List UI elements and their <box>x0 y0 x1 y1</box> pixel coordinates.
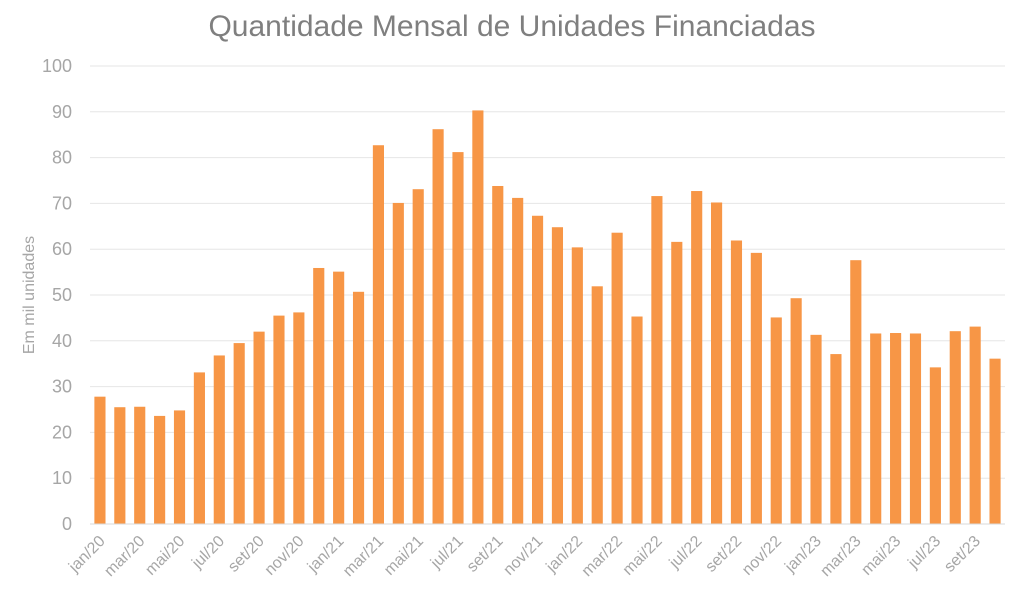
bar <box>472 110 484 525</box>
bar <box>671 241 683 524</box>
y-tick-label: 60 <box>52 239 72 259</box>
x-tick-label: mar/20 <box>101 533 148 580</box>
bar <box>631 316 643 524</box>
bar <box>929 367 941 524</box>
bar <box>193 372 205 524</box>
x-tick-label: set/23 <box>941 533 984 576</box>
bar <box>571 247 583 525</box>
bar <box>273 315 285 524</box>
bar <box>372 145 384 524</box>
y-tick-label: 0 <box>62 514 72 534</box>
x-tick-label: nov/22 <box>739 533 785 579</box>
bar <box>392 202 404 524</box>
x-tick-label: mar/23 <box>817 533 864 580</box>
bar <box>173 410 186 524</box>
bar <box>432 129 444 525</box>
bar <box>551 227 564 524</box>
x-tick-label: set/21 <box>464 533 507 576</box>
bar <box>909 333 922 524</box>
x-tick-label: mai/21 <box>381 533 427 579</box>
bar <box>352 291 365 524</box>
bar <box>790 298 802 524</box>
x-tick-label: nov/20 <box>262 533 308 579</box>
x-tick-label: mai/22 <box>620 533 666 579</box>
y-tick-label: 50 <box>52 285 72 305</box>
x-tick-label: set/22 <box>702 533 745 576</box>
y-axis-ticks: 0 10 20 30 40 50 60 70 80 90 100 <box>42 56 72 534</box>
bar <box>591 286 603 524</box>
bar <box>890 333 902 524</box>
bars <box>94 110 1001 525</box>
y-tick-label: 40 <box>52 331 72 351</box>
x-tick-label: mai/20 <box>142 533 188 579</box>
y-axis-label: Em mil unidades <box>21 236 38 354</box>
y-tick-label: 90 <box>52 102 72 122</box>
bar <box>989 358 1001 524</box>
bar <box>770 317 782 524</box>
bar <box>949 331 961 524</box>
bar <box>233 343 245 524</box>
x-tick-label: jul/21 <box>427 533 467 573</box>
bar <box>492 185 504 524</box>
x-tick-label: nov/21 <box>500 533 546 579</box>
bar <box>531 215 544 525</box>
bar <box>94 396 106 524</box>
bar <box>313 267 325 524</box>
bar <box>253 331 265 524</box>
x-tick-label: mai/23 <box>858 533 904 579</box>
x-tick-label: mar/21 <box>340 533 387 580</box>
y-tick-label: 100 <box>42 56 72 76</box>
bar <box>810 334 822 524</box>
bar <box>412 189 424 524</box>
bar <box>452 152 464 524</box>
bar <box>213 355 225 524</box>
x-tick-label: set/20 <box>225 533 268 576</box>
gridlines <box>90 65 1005 479</box>
y-tick-label: 80 <box>52 148 72 168</box>
bar <box>293 312 305 524</box>
bar <box>154 415 166 524</box>
bar <box>750 252 762 524</box>
bar <box>870 333 882 524</box>
y-tick-label: 20 <box>52 422 72 442</box>
bar <box>691 191 703 524</box>
bar <box>114 407 126 524</box>
bar <box>711 202 723 524</box>
bar <box>651 196 663 524</box>
x-tick-label: jul/22 <box>666 533 706 573</box>
y-tick-label: 30 <box>52 377 72 397</box>
bar <box>512 197 524 525</box>
x-tick-label: jul/23 <box>904 533 944 573</box>
x-tick-label: mar/22 <box>579 533 626 580</box>
bar <box>830 354 842 524</box>
chart-title: Quantidade Mensal de Unidades Financiada… <box>208 10 816 43</box>
bar <box>969 326 981 524</box>
bar <box>333 271 345 524</box>
y-tick-label: 10 <box>52 468 72 488</box>
bar <box>134 406 146 524</box>
bar <box>730 240 743 525</box>
bar <box>611 232 623 524</box>
bar <box>850 260 862 524</box>
y-tick-label: 70 <box>52 193 72 213</box>
x-tick-label: jul/20 <box>188 533 228 573</box>
